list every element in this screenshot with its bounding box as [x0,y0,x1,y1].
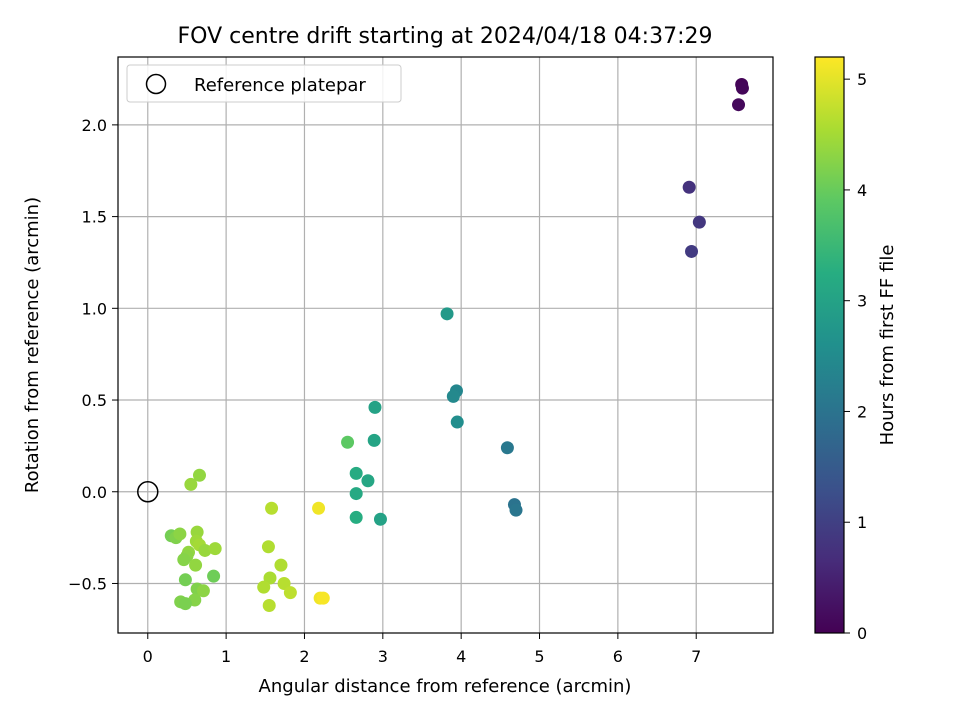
scatter-point [349,510,363,524]
plot-frame [117,56,774,634]
colorbar [814,56,845,634]
y-tick-label: 0.0 [82,483,107,502]
scatter-point [367,433,381,447]
legend-marker-icon [145,73,167,95]
y-tick-label: 1.5 [82,208,107,227]
scatter-point [349,487,363,501]
x-tick-label: 4 [456,647,466,666]
scatter-point [368,400,382,414]
y-tick-label: 1.0 [82,299,107,318]
grid [118,57,773,633]
scatter-point [373,512,387,526]
colorbar-tick-label: 4 [857,181,867,200]
scatter-point [735,81,749,95]
scatter-point [349,466,363,480]
scatter-point [265,501,279,515]
scatter-point [312,501,326,515]
x-tick-label: 3 [378,647,388,666]
x-tick-label: 5 [534,647,544,666]
colorbar-tick-label: 0 [857,624,867,643]
scatter-point [341,435,355,449]
scatter-point [440,307,454,321]
x-tick-label: 1 [221,647,231,666]
colorbar-tick-label: 3 [857,292,867,311]
x-tick-label: 0 [143,647,153,666]
x-tick-label: 7 [691,647,701,666]
scatter-point [257,580,271,594]
scatter-point [178,597,192,611]
scatter-point [208,542,222,556]
scatter-point [263,571,277,585]
x-tick-label: 6 [613,647,623,666]
scatter-point [189,558,203,572]
colorbar-ticks: 0 1 2 3 4 5 [844,70,867,643]
scatter-points [164,78,749,612]
scatter-point [277,576,291,590]
scatter-point [509,503,523,517]
scatter-point [178,573,192,587]
scatter-point [446,389,460,403]
legend-entry-label: Reference platepar [194,75,366,96]
scatter-point [196,584,210,598]
scatter-point [500,441,514,455]
scatter-point [207,569,221,583]
reference-marker-group [137,481,159,503]
scatter-point [450,415,464,429]
colorbar-tick-label: 1 [857,513,867,532]
scatter-point [262,598,276,612]
scatter-point [184,477,198,491]
scatter-point [682,180,696,194]
x-axis-ticks: 0 1 2 3 4 5 6 7 [143,633,701,666]
scatter-point [192,468,206,482]
colorbar-label: Hours from first FF file [877,245,898,446]
y-axis-label: Rotation from reference (arcmin) [22,197,43,493]
scatter-point [173,527,187,541]
scatter-point [177,553,191,567]
scatter-point [198,543,212,557]
scatter-point [685,244,699,258]
legend: Reference platepar [126,64,402,103]
colorbar-tick-label: 2 [857,402,867,421]
reference-marker [137,481,159,503]
scatter-point [261,540,275,554]
x-axis-label: Angular distance from reference (arcmin) [259,676,632,697]
colorbar-tick-label: 5 [857,70,867,89]
scatter-point [361,474,375,488]
scatter-point [316,591,330,605]
scatter-point [692,215,706,229]
chart-title: FOV centre drift starting at 2024/04/18 … [178,24,713,49]
y-tick-label: −0.5 [68,574,107,593]
y-tick-label: 0.5 [82,391,107,410]
legend-box [126,64,402,103]
scatter-point [732,98,746,112]
scatter-point [283,586,297,600]
y-axis-ticks: −0.5 0.0 0.5 1.0 1.5 2.0 [68,116,118,593]
y-tick-label: 2.0 [82,116,107,135]
x-tick-label: 2 [299,647,309,666]
scatter-point [274,558,288,572]
